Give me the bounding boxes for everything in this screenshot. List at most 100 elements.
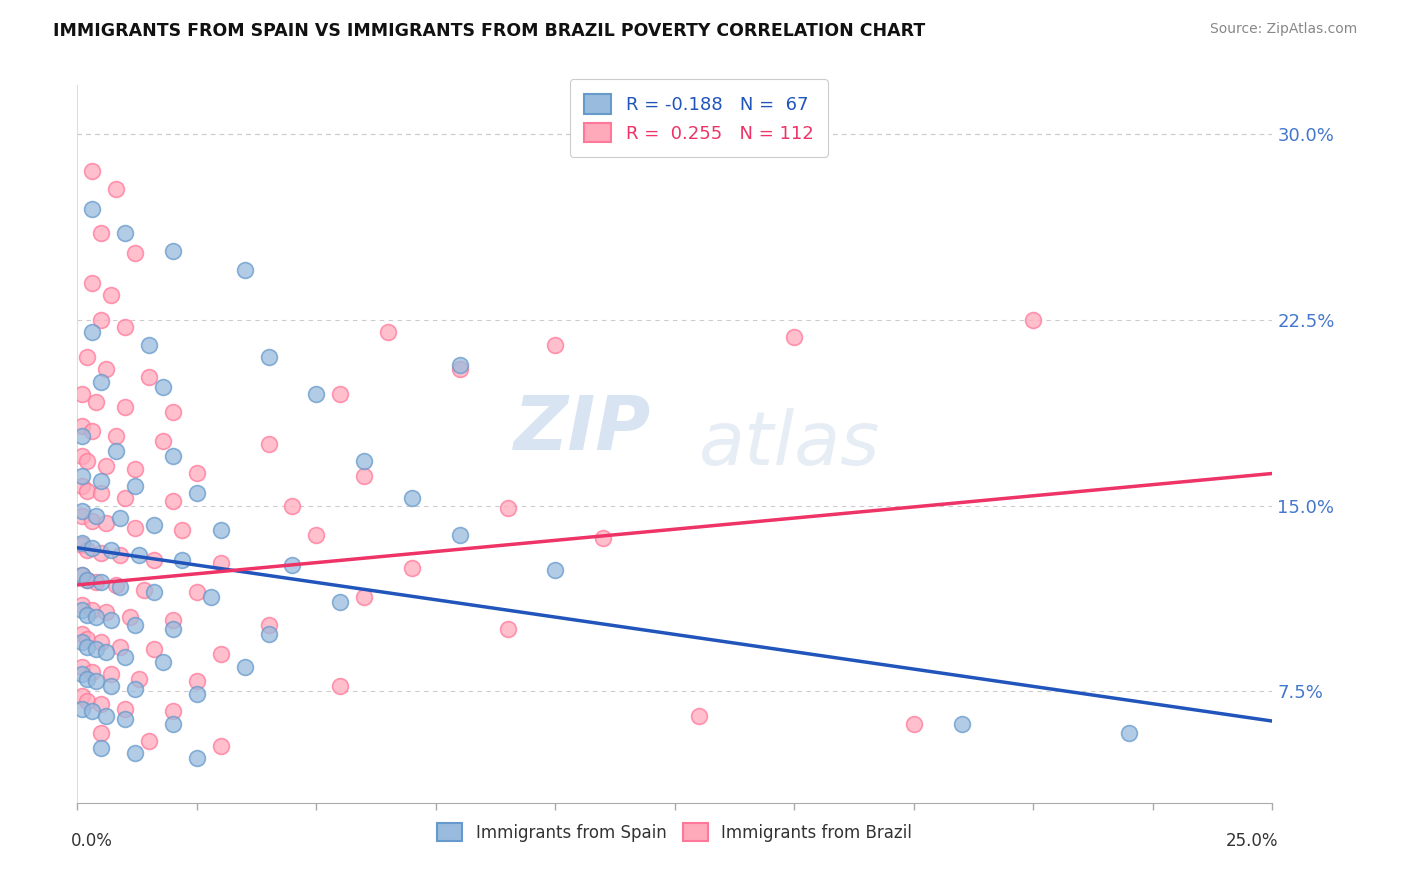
Point	[80, 541, 103, 555]
Point	[94, 516, 117, 530]
Point	[76, 573, 98, 587]
Point	[162, 404, 184, 418]
Point	[86, 610, 108, 624]
Point	[329, 680, 352, 694]
Point	[114, 649, 136, 664]
Point	[200, 591, 222, 605]
Point	[186, 585, 208, 599]
Point	[86, 394, 108, 409]
Point	[94, 605, 117, 619]
Point	[257, 437, 280, 451]
Point	[209, 647, 232, 661]
Point	[401, 560, 423, 574]
Point	[128, 548, 150, 562]
Point	[76, 483, 98, 498]
Point	[449, 362, 471, 376]
Point	[70, 503, 93, 517]
Point	[90, 313, 112, 327]
Point	[544, 337, 567, 351]
Point	[80, 202, 103, 216]
Point	[104, 182, 127, 196]
Point	[70, 659, 93, 673]
Point	[80, 665, 103, 679]
Point	[70, 479, 93, 493]
Point	[138, 734, 160, 748]
Point	[142, 642, 165, 657]
Point	[114, 712, 136, 726]
Point	[449, 528, 471, 542]
Point	[186, 674, 208, 689]
Point	[377, 326, 399, 340]
Point	[90, 697, 112, 711]
Point	[124, 461, 146, 475]
Point	[70, 627, 93, 641]
Point	[114, 227, 136, 241]
Point	[80, 425, 103, 439]
Point	[496, 501, 519, 516]
Point	[86, 674, 108, 689]
Point	[76, 543, 98, 558]
Point	[80, 602, 103, 616]
Point	[134, 582, 156, 597]
Point	[70, 702, 93, 716]
Point	[76, 573, 98, 587]
Point	[76, 672, 98, 686]
Point	[257, 627, 280, 641]
Point	[209, 524, 232, 538]
Text: ZIP: ZIP	[513, 392, 651, 466]
Point	[128, 672, 150, 686]
Point	[186, 467, 208, 481]
Point	[449, 358, 471, 372]
Point	[80, 164, 103, 178]
Point	[110, 511, 132, 525]
Point	[142, 553, 165, 567]
Point	[94, 458, 117, 473]
Point	[76, 350, 98, 364]
Point	[114, 702, 136, 716]
Point	[70, 602, 93, 616]
Point	[80, 514, 103, 528]
Point	[162, 623, 184, 637]
Text: atlas: atlas	[699, 408, 880, 480]
Point	[76, 694, 98, 708]
Point	[152, 380, 174, 394]
Point	[142, 585, 165, 599]
Point	[110, 640, 132, 654]
Point	[544, 563, 567, 577]
Point	[70, 449, 93, 463]
Point	[329, 595, 352, 609]
Point	[70, 469, 93, 483]
Point	[124, 681, 146, 696]
Point	[124, 521, 146, 535]
Point	[70, 690, 93, 704]
Legend: Immigrants from Spain, Immigrants from Brazil: Immigrants from Spain, Immigrants from B…	[430, 816, 920, 848]
Point	[124, 617, 146, 632]
Point	[114, 320, 136, 334]
Point	[110, 548, 132, 562]
Point	[70, 419, 93, 434]
Point	[94, 362, 117, 376]
Text: 25.0%: 25.0%	[1226, 831, 1278, 849]
Point	[257, 617, 280, 632]
Point	[90, 486, 112, 500]
Point	[903, 716, 925, 731]
Point	[76, 632, 98, 647]
Point	[353, 469, 375, 483]
Point	[70, 387, 93, 401]
Point	[90, 474, 112, 488]
Point	[162, 716, 184, 731]
Point	[592, 531, 614, 545]
Point	[104, 444, 127, 458]
Point	[90, 375, 112, 389]
Point	[86, 642, 108, 657]
Point	[70, 429, 93, 443]
Point	[162, 704, 184, 718]
Point	[70, 568, 93, 582]
Point	[152, 655, 174, 669]
Point	[186, 687, 208, 701]
Point	[70, 667, 93, 681]
Point	[118, 610, 141, 624]
Point	[80, 704, 103, 718]
Text: IMMIGRANTS FROM SPAIN VS IMMIGRANTS FROM BRAZIL POVERTY CORRELATION CHART: IMMIGRANTS FROM SPAIN VS IMMIGRANTS FROM…	[53, 22, 925, 40]
Point	[90, 227, 112, 241]
